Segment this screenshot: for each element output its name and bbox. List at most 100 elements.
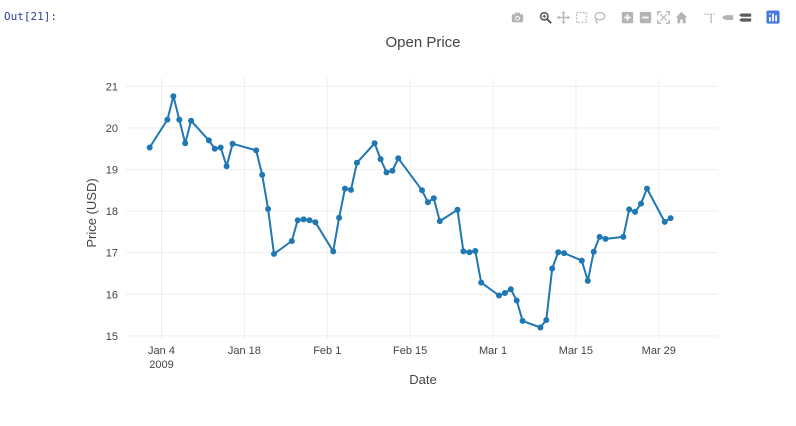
data-point [513,297,520,304]
data-point [383,169,390,176]
hover-closest-icon[interactable] [718,8,736,26]
y-tick-label: 18 [106,206,118,218]
plotly-logo-icon[interactable] [764,8,782,26]
y-axis-ticks: 15 16 17 18 19 20 21 [106,81,118,343]
data-point [519,317,526,324]
data-point [371,140,378,147]
data-point [188,117,195,124]
data-point [176,116,183,123]
data-point [626,206,633,213]
pan-icon[interactable] [554,8,572,26]
data-point [377,156,384,163]
series-open-price [146,93,674,331]
y-tick-label: 21 [106,81,118,93]
data-point [436,218,443,225]
data-point [271,250,277,257]
home-icon[interactable] [672,8,690,26]
y-axis-title: Price (USD) [84,178,99,247]
data-point [265,206,272,212]
modebar-group-hover [700,8,754,26]
data-point [253,147,260,154]
x-axis-title: Date [409,372,436,387]
y-tick-label: 19 [106,164,118,176]
zoom-in-icon[interactable] [618,8,636,26]
data-point [306,217,313,224]
data-point [300,216,307,223]
y-tick-label: 20 [106,123,118,135]
data-point [164,116,171,123]
autoscale-icon[interactable] [654,8,672,26]
modebar-group-export [508,8,526,26]
chart-title: Open Price [385,34,460,51]
hover-compare-icon[interactable] [736,8,754,26]
spike-lines-icon[interactable] [700,8,718,26]
data-point [661,218,668,225]
data-point [460,248,467,255]
data-point [424,199,431,206]
data-point [638,200,644,207]
data-point [466,249,473,256]
data-point [496,292,502,299]
x-tick-label: Feb 1 [313,345,341,357]
data-point [602,235,609,242]
x-tick-label: Jan 18 [228,345,261,357]
data-point [288,238,295,244]
data-point [596,233,603,240]
y-tick-label: 16 [106,289,118,301]
x-tick-label: Mar 15 [559,345,593,357]
zoom-out-icon[interactable] [636,8,654,26]
data-point [205,137,212,144]
y-tick-label: 15 [106,331,118,343]
data-point [353,159,360,166]
zoom-icon[interactable] [536,8,554,26]
data-point [342,185,348,192]
data-point [578,257,585,264]
modebar [500,8,782,26]
data-point [632,208,639,215]
data-point [454,206,461,213]
data-point [478,279,485,286]
data-point [555,249,562,256]
data-point [146,144,153,151]
grid [126,78,718,340]
x-tick-label: Jan 4 [148,345,175,357]
x-tick-label: Feb 15 [393,345,427,357]
data-point [294,217,301,224]
x-tick-label: Mar 29 [642,345,676,357]
data-point [182,140,189,147]
data-point [348,186,354,193]
data-point [223,163,230,170]
y-tick-label: 17 [106,248,118,260]
data-point [537,324,544,331]
x-tick-label: Mar 1 [479,345,507,357]
data-point [501,290,508,296]
data-point [217,144,224,151]
output-prompt: Out[21]: [4,10,57,23]
x-tick-sublabel: 2009 [149,359,173,371]
data-point [330,248,337,255]
data-point [667,215,674,222]
data-point [543,317,550,323]
data-point [419,187,425,194]
modebar-group-logo [764,8,782,26]
data-point [590,248,597,255]
data-point [584,277,591,284]
data-point [472,248,479,254]
data-point [336,214,343,221]
modebar-group-zoom [618,8,690,26]
data-point [561,250,568,257]
data-point [644,185,650,192]
x-axis-ticks: Jan 4 2009 Jan 18 Feb 1 Feb 15 Mar 1 Mar 15 Mar… [148,345,676,371]
data-point [170,93,177,100]
data-point [430,195,437,202]
data-point [259,171,266,178]
box-select-icon[interactable] [572,8,590,26]
data-point [620,233,627,240]
data-point [211,145,218,152]
lasso-select-icon[interactable] [590,8,608,26]
data-point [395,155,402,162]
camera-icon[interactable] [508,8,526,26]
data-point [229,140,236,147]
data-point [507,286,514,293]
